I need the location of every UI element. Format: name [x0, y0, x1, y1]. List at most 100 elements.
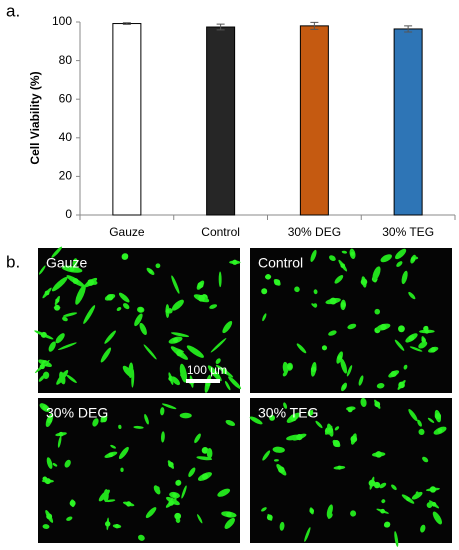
cell — [432, 511, 442, 525]
error-bar — [404, 25, 413, 33]
cell — [116, 307, 122, 312]
cell — [273, 459, 279, 462]
cell-body — [327, 427, 334, 433]
cell — [144, 414, 149, 425]
panel-label: b. — [6, 252, 20, 271]
cell-body — [266, 514, 273, 521]
cell-body — [138, 307, 144, 313]
cell-body — [269, 414, 275, 421]
cell — [209, 304, 218, 309]
cell-body — [350, 251, 355, 256]
panel-label: a. — [6, 1, 20, 20]
cell-body — [232, 259, 238, 265]
cell — [376, 383, 385, 389]
cell-body — [360, 278, 368, 286]
cell-body — [168, 500, 175, 506]
cell — [228, 376, 242, 390]
cell-body — [226, 511, 232, 518]
y-axis-label: Cell Viability (%) — [28, 71, 42, 164]
cell — [427, 417, 435, 423]
cell-body — [197, 282, 204, 289]
cell-body — [212, 370, 218, 376]
cell — [38, 265, 46, 275]
cell — [417, 419, 422, 427]
image-label: Gauze — [46, 255, 87, 271]
cell — [145, 507, 157, 519]
cell-body — [87, 279, 95, 286]
cell — [396, 261, 403, 267]
cell-body — [374, 401, 381, 408]
cell — [224, 380, 231, 391]
cell-body — [430, 347, 436, 353]
cell — [143, 344, 157, 360]
cell — [118, 446, 129, 460]
cell-body — [42, 405, 48, 410]
cell-body — [434, 412, 442, 420]
cell-body — [40, 331, 47, 338]
cell-body — [410, 256, 416, 262]
cell — [139, 322, 147, 335]
cell-body — [368, 479, 376, 487]
cell — [282, 371, 288, 377]
cell — [411, 491, 423, 500]
cell — [118, 424, 122, 430]
scale-bar — [186, 379, 220, 383]
cell-body — [174, 512, 182, 520]
cell — [179, 363, 188, 383]
cell-body — [423, 325, 429, 332]
y-tick-label: 60 — [59, 91, 73, 105]
x-tick-label: Gauze — [109, 225, 145, 239]
cell-body — [329, 297, 337, 305]
cell-body — [175, 480, 181, 486]
cell — [197, 514, 203, 524]
cell — [334, 426, 340, 431]
cell-body — [289, 414, 297, 422]
cell-body — [398, 325, 405, 333]
cell-body — [126, 501, 132, 507]
cell — [394, 531, 399, 547]
cell — [409, 346, 423, 352]
cell — [395, 248, 407, 260]
cell — [329, 255, 336, 262]
cell-body — [310, 366, 317, 373]
cell — [379, 482, 387, 489]
cell — [346, 365, 353, 377]
cell — [422, 456, 429, 463]
cell-body — [201, 447, 209, 454]
cell — [380, 254, 392, 263]
cell-body — [265, 274, 271, 280]
cell-body — [337, 355, 343, 360]
cell — [194, 433, 201, 444]
cell — [296, 343, 307, 354]
cell — [327, 513, 333, 519]
cell-body — [375, 451, 382, 458]
cell-body — [55, 298, 60, 303]
image-label: 30% TEG — [258, 405, 318, 421]
cell — [403, 364, 408, 370]
cell — [83, 305, 96, 324]
cell — [294, 286, 300, 293]
cell — [282, 361, 289, 374]
cell — [62, 316, 68, 322]
x-tick-label: 30% TEG — [382, 225, 434, 239]
cell-body — [173, 337, 179, 343]
image-label: Control — [258, 255, 303, 271]
cell — [381, 499, 386, 504]
cell — [46, 457, 53, 469]
cell — [62, 312, 78, 317]
x-tick-label: Control — [201, 225, 240, 239]
image-label: 30% DEG — [46, 405, 108, 421]
cell — [55, 333, 65, 344]
cell-body — [398, 381, 405, 389]
cell-body — [54, 304, 61, 311]
cell-body — [46, 417, 53, 424]
cell — [249, 416, 263, 425]
cell — [358, 375, 364, 386]
cell-body — [58, 431, 64, 437]
cell — [171, 275, 180, 294]
cell — [105, 499, 116, 503]
cell — [160, 431, 165, 443]
cell-body — [46, 513, 53, 520]
cell-body — [176, 349, 183, 357]
